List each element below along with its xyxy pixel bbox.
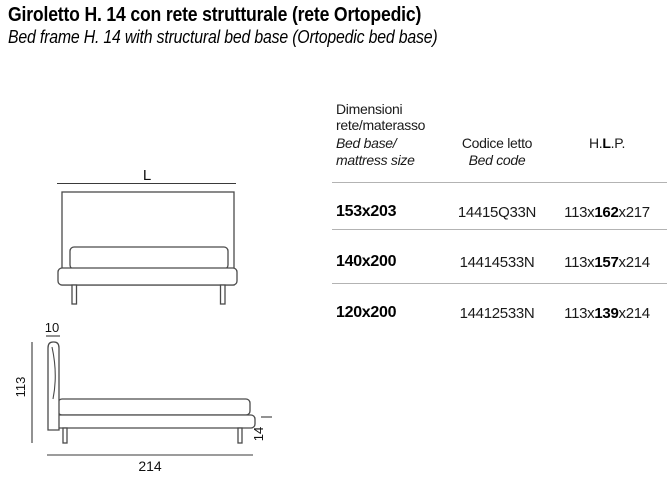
header-bed-code-en: Bed code — [468, 152, 526, 168]
row2-size: 140x200 — [336, 253, 397, 270]
row1-size: 153x203 — [336, 203, 397, 220]
bed-frame-side — [49, 414, 256, 429]
front-leg-side — [62, 427, 68, 444]
header-dimensions-en-line2: mattress size — [336, 152, 415, 168]
row2-code: 14414533N — [459, 254, 535, 271]
row1-code: 14415Q33N — [457, 204, 537, 221]
row1-hlp-post: x217 — [618, 204, 651, 221]
row2-hlp-bold: 157 — [594, 254, 619, 271]
front-view-diagram: L — [57, 167, 238, 305]
header-dimensions-it-line1: Dimensioni — [336, 101, 403, 117]
row3-hlp-post: x214 — [618, 305, 651, 322]
frame-height-dimension-label: 14 — [251, 427, 266, 441]
left-leg-front — [71, 284, 78, 305]
table-rule-3 — [332, 283, 667, 284]
row3-hlp-pre: 113x — [564, 305, 595, 322]
rear-leg-side — [237, 427, 243, 444]
row1-hlp-pre: 113x — [564, 204, 595, 221]
headboard-thickness-dimension-label: 10 — [45, 320, 59, 335]
table-rule-2 — [332, 229, 667, 230]
row3-size: 120x200 — [336, 304, 397, 321]
row2-hlp: 113x157x214 — [547, 254, 667, 271]
length-dimension-label: 214 — [138, 458, 162, 474]
header-hlp: H.L.P. — [547, 135, 667, 152]
table-rule-1 — [332, 182, 667, 183]
row3-hlp: 113x139x214 — [547, 305, 667, 322]
side-view-diagram: 10 113 14 214 — [15, 320, 272, 474]
headboard-side — [47, 341, 60, 431]
right-leg-front — [219, 284, 226, 305]
header-hlp-post: .P. — [610, 135, 626, 151]
row3-code: 14412533N — [459, 305, 535, 322]
row2-hlp-post: x214 — [618, 254, 651, 271]
front-width-dimension-label: L — [143, 167, 151, 184]
row1-hlp-bold: 162 — [594, 204, 619, 221]
header-dimensions-it-line2: rete/materasso — [336, 117, 426, 133]
mattress-front — [69, 246, 229, 270]
header-bed-code-it: Codice letto — [461, 135, 533, 151]
row2-hlp-pre: 113x — [564, 254, 595, 271]
row3-hlp-bold: 139 — [594, 305, 619, 322]
page-title: Giroletto H. 14 con rete strutturale (re… — [8, 4, 422, 26]
bed-frame-front — [57, 267, 238, 286]
height-dimension-label: 113 — [15, 377, 28, 398]
header-hlp-pre: H. — [588, 135, 603, 151]
header-dimensions-en-line1: Bed base/ — [336, 135, 397, 151]
row1-hlp: 113x162x217 — [547, 204, 667, 221]
header-hlp-bold: L — [602, 135, 611, 151]
mattress-side — [57, 398, 251, 416]
headboard-cushion-seam — [51, 346, 56, 400]
page-subtitle: Bed frame H. 14 with structural bed base… — [8, 27, 438, 47]
